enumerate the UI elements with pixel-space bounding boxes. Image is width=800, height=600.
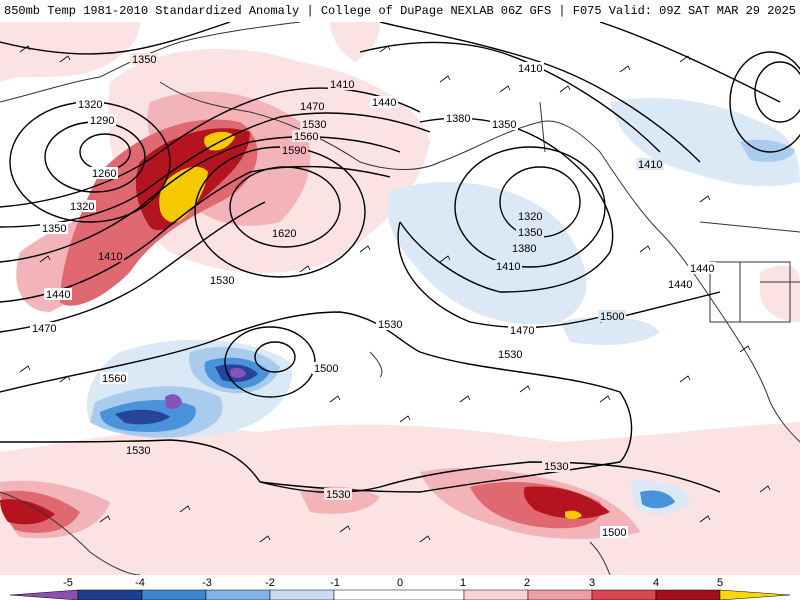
map-header: 850mb Temp 1981-2010 Standardized Anomal… xyxy=(0,0,800,23)
colorbar-ticks: -5 -4 -3 -2 -1 0 1 2 3 4 5 xyxy=(63,577,723,589)
contour-label: 1620 xyxy=(272,228,296,240)
contour-label: 1530 xyxy=(302,119,326,131)
colorbar-tick-label: 5 xyxy=(717,577,723,589)
contour-label: 1410 xyxy=(330,79,354,91)
contour-label: 1530 xyxy=(544,461,568,473)
contour-label: 1320 xyxy=(70,201,94,213)
wind-barbs xyxy=(19,45,771,543)
contour-label: 1410 xyxy=(98,251,122,263)
colorbar-tick-label: 4 xyxy=(653,577,659,589)
contour-label: 1530 xyxy=(126,445,150,457)
contour-label: 1350 xyxy=(518,227,542,239)
contour-label: 1440 xyxy=(46,289,70,301)
colorbar-tick-label: 2 xyxy=(524,577,530,589)
contour-label: 1320 xyxy=(518,211,542,223)
colorbar-tick-label: 3 xyxy=(589,577,595,589)
contour-label: 1560 xyxy=(294,131,318,143)
contour-label: 1350 xyxy=(492,119,516,131)
colorbar-tick-label: -1 xyxy=(330,577,340,589)
contour-label: 1530 xyxy=(378,319,402,331)
contour-label: 1500 xyxy=(314,363,338,375)
contour-label: 1500 xyxy=(600,311,624,323)
contour-label: 1470 xyxy=(300,101,324,113)
contour-labels: 1350 1320 1290 1260 1320 1350 1410 1440 … xyxy=(30,53,716,539)
contour-label: 1560 xyxy=(102,373,126,385)
contour-label: 1260 xyxy=(92,168,116,180)
contour-label: 1530 xyxy=(498,349,522,361)
colorbar-swatches xyxy=(9,589,791,600)
contour-label: 1440 xyxy=(372,97,396,109)
anomaly-colorbar: -5 -4 -3 -2 -1 0 1 2 3 4 5 xyxy=(0,575,800,600)
contour-label: 1380 xyxy=(446,113,470,125)
map-title: 850mb Temp 1981-2010 Standardized Anomal… xyxy=(4,4,494,18)
contour-label: 1440 xyxy=(668,279,692,291)
colorbar-tick-label: -5 xyxy=(63,577,73,589)
contour-label: 1350 xyxy=(132,54,156,66)
contour-label: 1350 xyxy=(42,223,66,235)
contour-label: 1410 xyxy=(518,63,542,75)
contour-label: 1500 xyxy=(602,527,626,539)
contour-label: 1290 xyxy=(90,115,114,127)
colorbar-tick-label: 0 xyxy=(397,577,403,589)
anomaly-map: 1350 1320 1290 1260 1320 1350 1410 1440 … xyxy=(0,22,800,575)
colorbar-tick-label: -4 xyxy=(135,577,145,589)
positive-anomaly-extreme xyxy=(159,131,582,520)
contour-label: 1470 xyxy=(32,323,56,335)
colorbar-tick-label: -3 xyxy=(202,577,212,589)
colorbar-tick-label: 1 xyxy=(460,577,466,589)
contour-label: 1590 xyxy=(282,145,306,157)
colorbar-tick-label: -2 xyxy=(265,577,275,589)
contour-label: 1380 xyxy=(512,243,536,255)
contour-label: 1440 xyxy=(690,263,714,275)
contour-label: 1410 xyxy=(496,261,520,273)
model-run-info: 06Z GFS | F075 Valid: 09Z SAT MAR 29 202… xyxy=(500,4,796,18)
negative-anomaly-extreme xyxy=(165,367,246,410)
contour-label: 1530 xyxy=(326,489,350,501)
contour-label: 1530 xyxy=(210,275,234,287)
contour-label: 1320 xyxy=(78,99,102,111)
contour-label: 1470 xyxy=(510,325,534,337)
contour-label: 1410 xyxy=(638,159,662,171)
